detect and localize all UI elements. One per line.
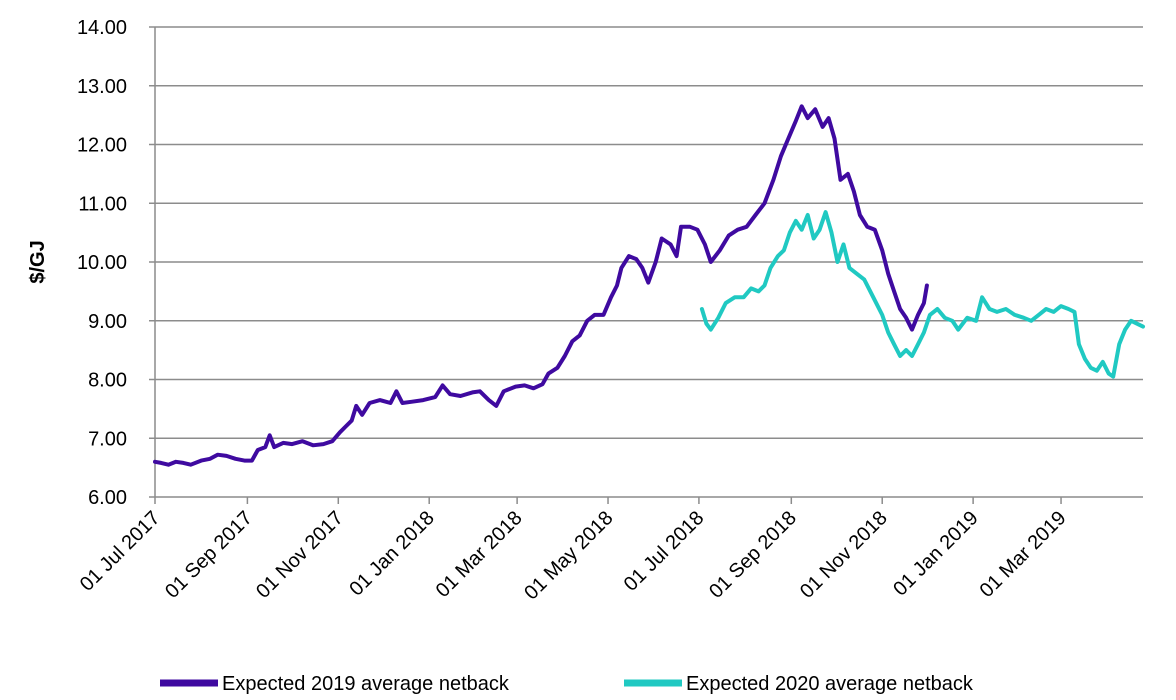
gridlines bbox=[155, 26, 1143, 439]
x-tick-label: 01 May 2018 bbox=[520, 507, 617, 604]
series-line-1 bbox=[153, 104, 929, 467]
y-tick-label: 7.00 bbox=[88, 428, 127, 450]
y-tick-label: 10.00 bbox=[77, 252, 127, 274]
x-tick-label: 01 Sep 2018 bbox=[705, 507, 801, 603]
x-tick-label: 01 Nov 2018 bbox=[796, 507, 892, 603]
y-tick-label: 6.00 bbox=[88, 487, 127, 509]
x-tick-label: 01 Sep 2017 bbox=[161, 507, 257, 603]
legend: Expected 2019 average netback Expected 20… bbox=[160, 673, 974, 695]
y-tick-label: 11.00 bbox=[78, 193, 127, 215]
x-tick-label: 01 Mar 2019 bbox=[976, 507, 1071, 602]
legend-label-1: Expected 2019 average netback bbox=[222, 673, 510, 695]
x-tick-label: 01 Jul 2018 bbox=[620, 507, 709, 596]
y-tick-label: 8.00 bbox=[88, 370, 127, 392]
x-tick-label: 01 Mar 2018 bbox=[432, 507, 527, 602]
x-tick-label: 01 Jul 2017 bbox=[76, 507, 165, 596]
y-axis-title: $/GJ bbox=[27, 240, 49, 283]
series-line-2 bbox=[699, 210, 1145, 379]
y-tick-label: 14.00 bbox=[77, 17, 127, 39]
x-tick-label: 01 Jan 2019 bbox=[889, 507, 982, 600]
y-tick-label: 13.00 bbox=[77, 76, 127, 98]
x-tick-label: 01 Nov 2017 bbox=[252, 507, 348, 603]
legend-label-2: Expected 2020 average netback bbox=[686, 673, 974, 695]
series-lines bbox=[153, 104, 1145, 467]
x-tick-label: 01 Jan 2018 bbox=[345, 507, 438, 600]
y-tick-label: 12.00 bbox=[77, 135, 127, 157]
axes bbox=[149, 26, 1143, 504]
y-tick-label: 9.00 bbox=[88, 311, 127, 333]
